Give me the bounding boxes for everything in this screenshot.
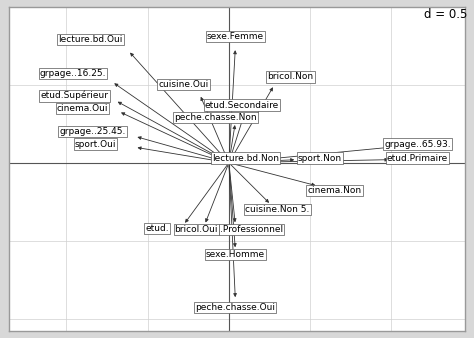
Text: grpage..25.45.: grpage..25.45. xyxy=(59,127,126,136)
Text: bricol.Non: bricol.Non xyxy=(267,72,314,81)
Text: sport.Oui: sport.Oui xyxy=(75,140,116,148)
Text: lecture.bd.Non: lecture.bd.Non xyxy=(211,153,279,163)
Text: .Professionnel: .Professionnel xyxy=(220,225,283,234)
Text: cuisine.Non 5.: cuisine.Non 5. xyxy=(246,205,310,214)
Text: peche.chasse.Oui: peche.chasse.Oui xyxy=(195,303,275,312)
Text: d = 0.5: d = 0.5 xyxy=(423,8,467,21)
Text: etud.Secondaire: etud.Secondaire xyxy=(205,100,279,110)
Text: etud.Supérieur: etud.Supérieur xyxy=(40,91,109,100)
Text: grpage..16.25.: grpage..16.25. xyxy=(40,69,106,78)
Text: grpage..65.93.: grpage..65.93. xyxy=(384,140,451,148)
Text: peche.chasse.Non: peche.chasse.Non xyxy=(174,113,257,122)
Text: cinema.Non: cinema.Non xyxy=(308,186,362,195)
Text: sport.Non: sport.Non xyxy=(298,153,342,163)
Text: etud.Primaire: etud.Primaire xyxy=(387,153,448,163)
Text: etud.: etud. xyxy=(146,224,169,233)
Text: cuisine.Oui: cuisine.Oui xyxy=(158,80,209,89)
Text: sexe.Homme: sexe.Homme xyxy=(206,250,265,259)
Text: lecture.bd.Oui: lecture.bd.Oui xyxy=(59,35,123,44)
Text: sexe.Femme: sexe.Femme xyxy=(207,32,264,41)
Text: cinema.Oui: cinema.Oui xyxy=(57,104,109,113)
Text: bricol.Oui: bricol.Oui xyxy=(174,225,218,234)
